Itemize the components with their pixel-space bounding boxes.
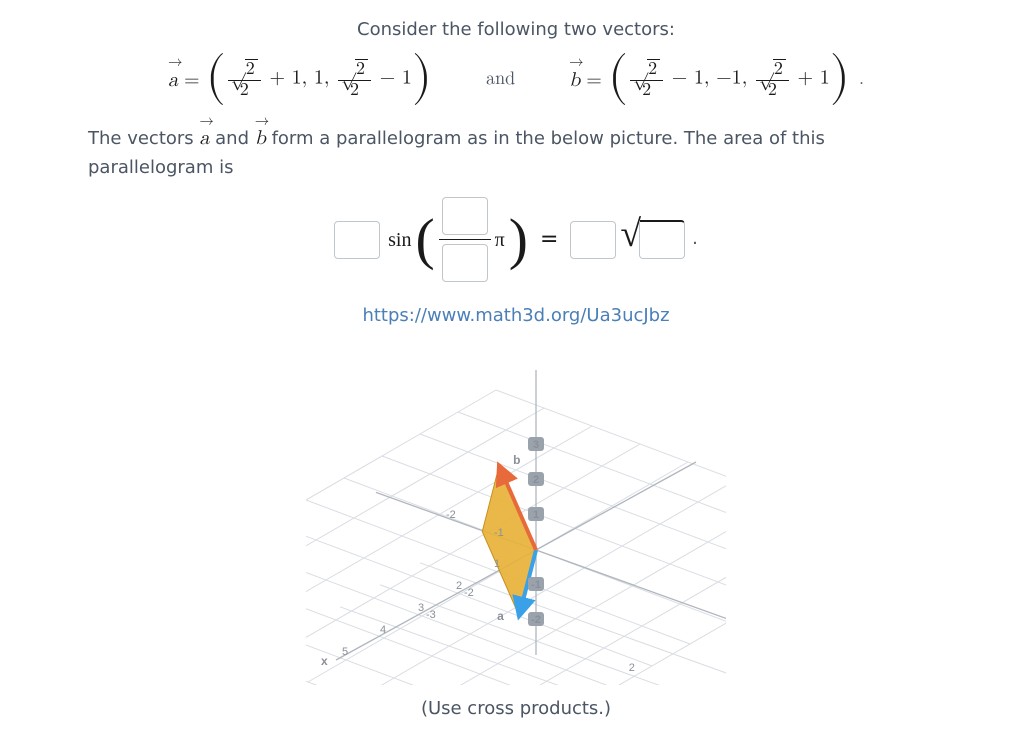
close-paren: ) [509, 220, 528, 260]
svg-text:3: 3 [533, 439, 539, 451]
vectors-definition: a = ( √22 + 1, 1, √22 − 1 ) and b = ( [40, 59, 992, 101]
svg-text:-2: -2 [464, 587, 474, 599]
svg-text:-2: -2 [531, 614, 541, 626]
radicand-input[interactable] [639, 220, 685, 259]
svg-text:1: 1 [494, 558, 500, 570]
fraction-input [439, 197, 491, 282]
svg-text:-3: -3 [426, 609, 436, 621]
hint-text: (Use cross products.) [40, 695, 992, 724]
vector-b-components: ( √22 − 1, −1, √22 + 1 ) [608, 59, 850, 101]
math3d-link[interactable]: https://www.math3d.org/Ua3ucJbz [362, 302, 669, 331]
sin-label: sin [388, 224, 411, 256]
answer-expression: sin ( π ) = √ . [40, 197, 992, 282]
svg-text:-1: -1 [494, 527, 504, 539]
b-vector-label: b [513, 453, 520, 467]
vector-a-symbol: a [168, 64, 178, 96]
and-word: and [480, 65, 521, 94]
denominator-input[interactable] [442, 244, 488, 282]
problem-page: Consider the following two vectors: a = … [0, 0, 1032, 754]
x-axis-label: x [321, 654, 328, 668]
final-period: . [692, 225, 698, 254]
x-axis-neg [536, 462, 696, 550]
svg-text:5: 5 [342, 646, 348, 658]
sqrt-input-group: √ [620, 220, 685, 259]
open-paren: ( [415, 220, 434, 260]
rhs-coef-input[interactable] [570, 221, 616, 259]
y-axis-pos [536, 550, 726, 618]
vector-b-symbol: b [569, 64, 580, 96]
parallelogram-diagram: 3 2 1 -1 -2 x b a 5 4 3 2 1 2 3 -1 -2 -2 -3 [306, 345, 726, 685]
svg-text:3: 3 [591, 684, 597, 685]
svg-text:2: 2 [533, 474, 539, 486]
svg-text:2: 2 [456, 580, 462, 592]
svg-text:3: 3 [418, 602, 424, 614]
vector-b-def: b = ( √22 − 1, −1, √22 + 1 ) . [569, 59, 864, 101]
svg-text:-2: -2 [446, 509, 456, 521]
a-vector-label: a [497, 609, 504, 623]
vector-a-components: ( √22 + 1, 1, √22 − 1 ) [206, 59, 433, 101]
prompt-intro: Consider the following two vectors: [40, 16, 992, 45]
vector-a-def: a = ( √22 + 1, 1, √22 − 1 ) [168, 59, 432, 101]
svg-text:2: 2 [629, 662, 635, 674]
pi-symbol: π [495, 224, 505, 256]
coef-input[interactable] [334, 221, 380, 259]
svg-text:1: 1 [533, 509, 539, 521]
numerator-input[interactable] [442, 197, 488, 235]
svg-text:-1: -1 [531, 579, 541, 591]
equals-sign: = [540, 222, 558, 257]
svg-text:4: 4 [380, 624, 386, 636]
problem-body: The vectors a and b form a parallelogram… [88, 122, 944, 183]
